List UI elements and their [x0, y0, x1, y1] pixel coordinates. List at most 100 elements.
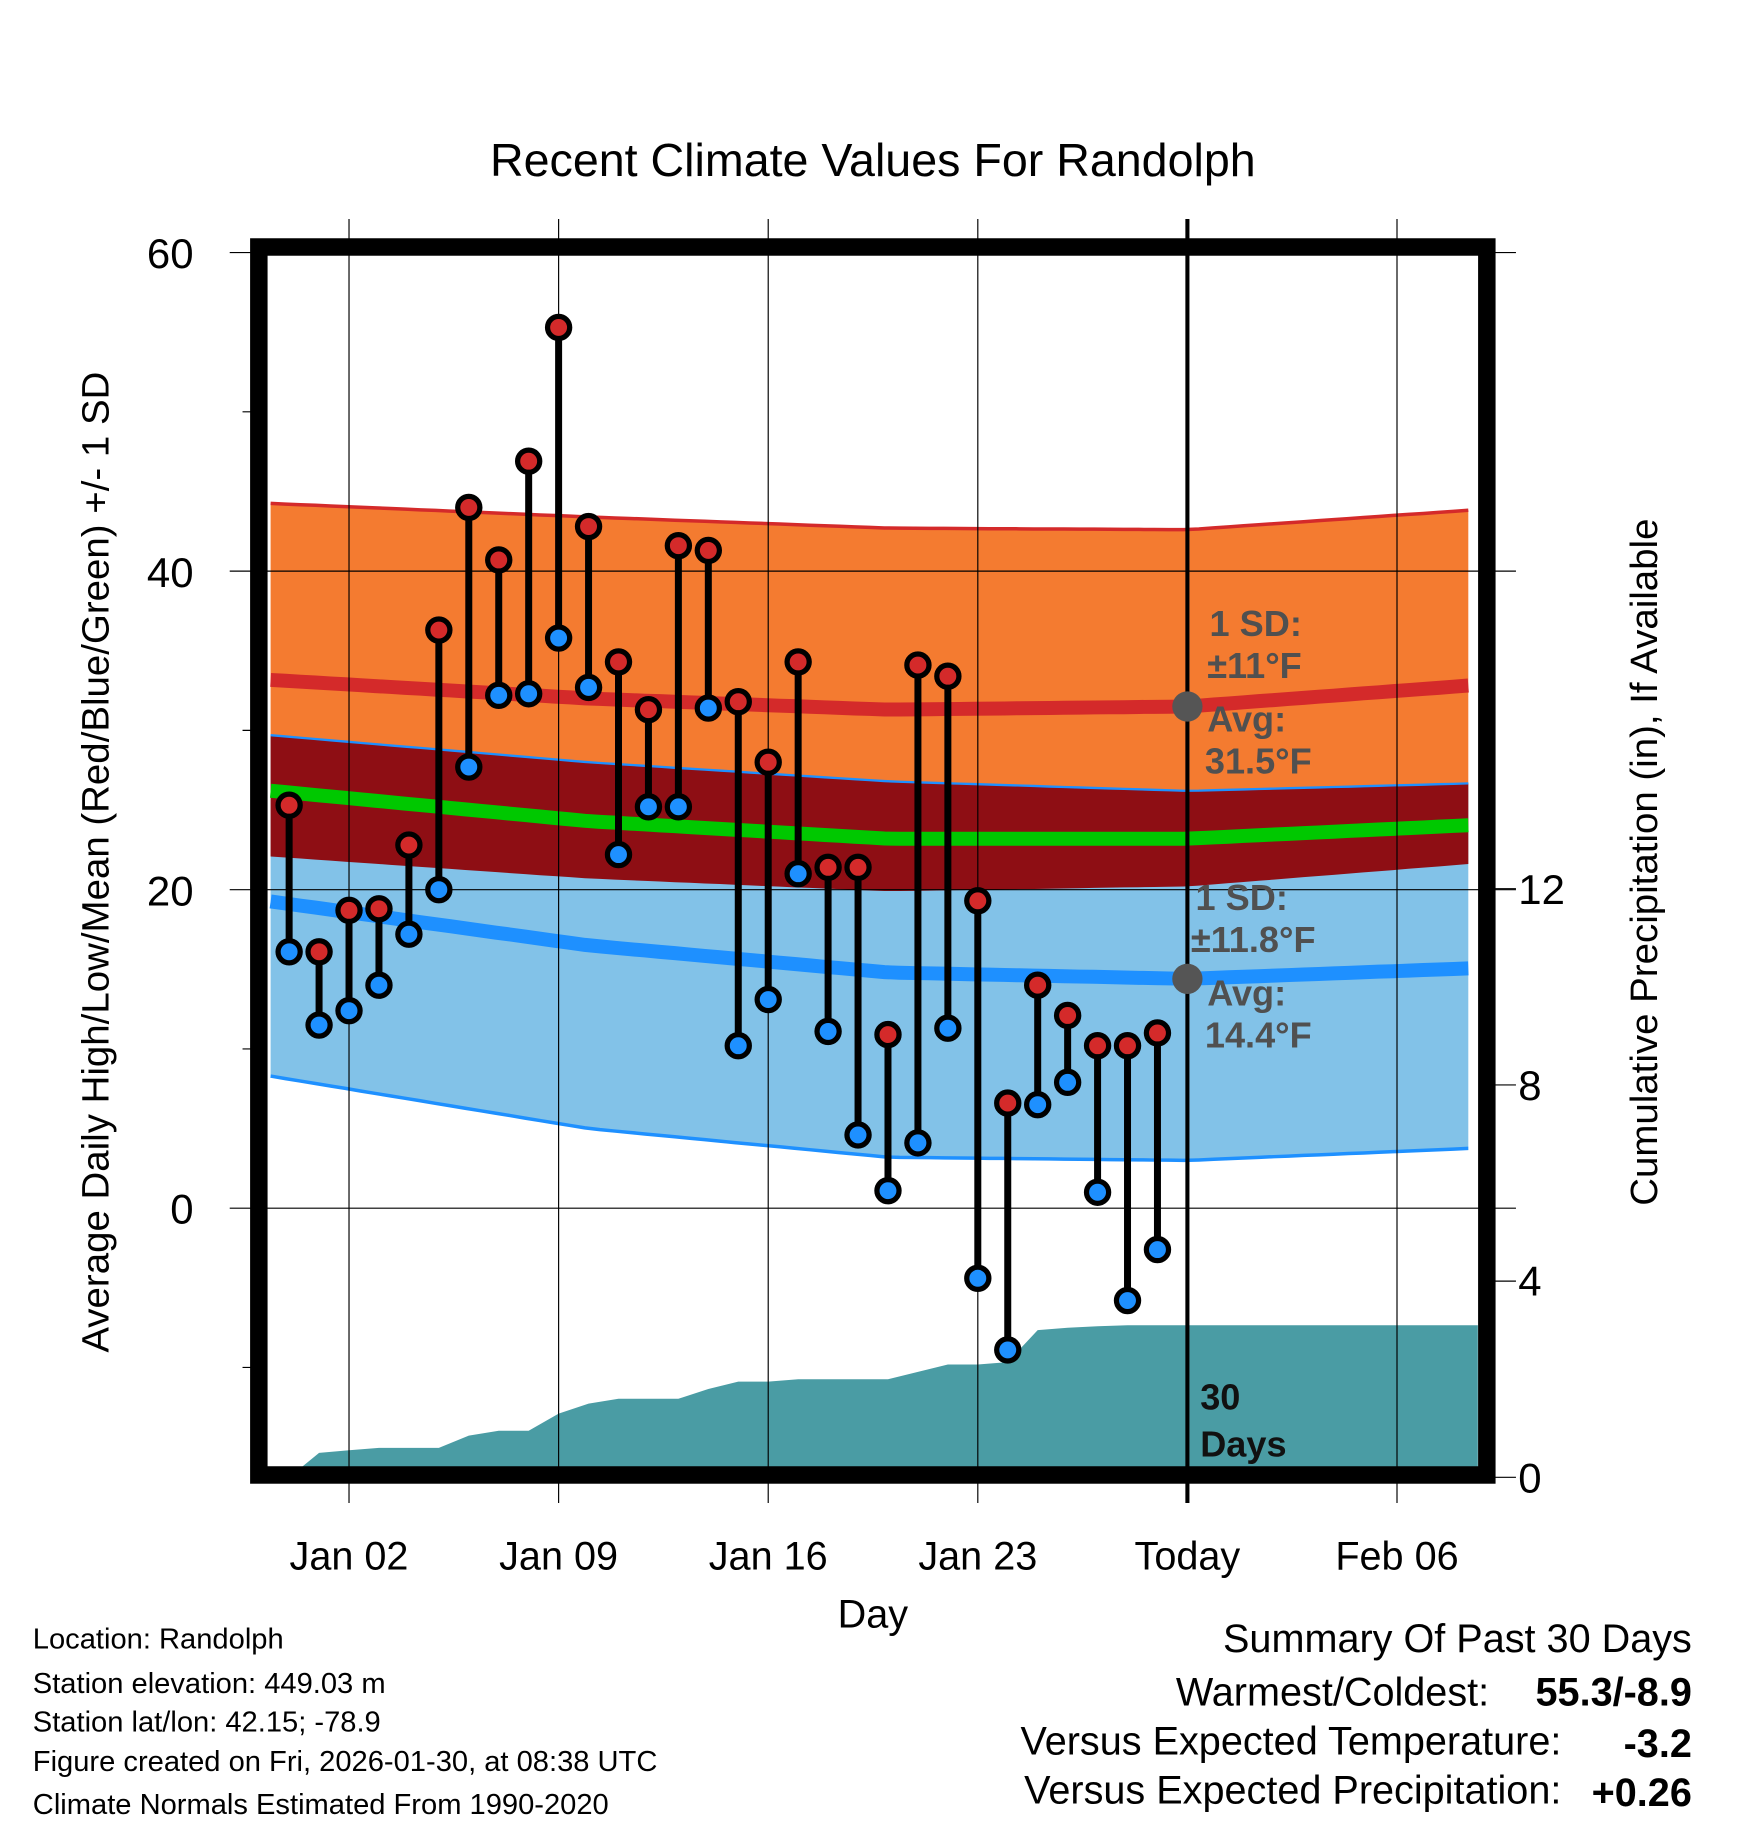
daily-high-point — [1053, 1001, 1082, 1030]
daily-high-point — [994, 1089, 1022, 1117]
daily-high-point — [335, 896, 363, 925]
daily-high-point — [634, 695, 663, 724]
days-word: Days — [1200, 1423, 1286, 1464]
daily-high-point — [544, 313, 573, 342]
chart-title: Recent Climate Values For Randolph — [490, 134, 1256, 186]
x-tick-label: Jan 23 — [918, 1534, 1037, 1578]
daily-low-point — [694, 694, 723, 722]
cumulative-precip-area — [289, 1325, 1478, 1478]
y2-tick-4: 4 — [1518, 1258, 1541, 1305]
daily-high-point — [455, 493, 483, 522]
x-axis-label: Day — [838, 1593, 909, 1637]
daily-low-point — [634, 793, 663, 821]
y-axis-label: Average Daily High/Low/Mean (Red/Blue/Gr… — [75, 372, 118, 1353]
elevation-text: Station elevation: 449.03 m — [33, 1668, 386, 1700]
daily-low-point — [904, 1129, 932, 1157]
daily-high-point — [1024, 971, 1052, 999]
daily-high-point — [814, 853, 842, 882]
plot-area: Jan 02 Jan 09 Jan 16 Jan 23 Today Feb 06 — [229, 219, 1516, 1578]
precip-vs-expected-value: +0.26 — [1592, 1771, 1692, 1815]
daily-high-point — [844, 853, 872, 882]
days-count: 30 — [1200, 1377, 1240, 1418]
low-sd-value: ±11.8°F — [1191, 919, 1316, 960]
daily-high-point — [305, 938, 333, 966]
daily-low-point — [425, 875, 453, 904]
warm-cold-value: 55.3/-8.9 — [1536, 1671, 1692, 1715]
high-sd-label: 1 SD: — [1210, 603, 1302, 644]
daily-low-point — [455, 753, 483, 781]
daily-low-point — [335, 997, 363, 1025]
daily-high-point — [1083, 1032, 1112, 1060]
daily-low-point — [275, 938, 303, 966]
plot-frame — [250, 238, 1496, 1484]
normals-text: Climate Normals Estimated From 1990-2020 — [33, 1789, 609, 1821]
daily-high-point — [724, 688, 752, 716]
y-tick-40: 40 — [147, 549, 194, 596]
daily-low-point — [1024, 1090, 1052, 1119]
daily-high-point — [784, 648, 812, 676]
daily-high-point — [934, 662, 962, 690]
daily-high-point — [574, 512, 603, 541]
daily-low-point — [964, 1264, 992, 1292]
y2-tick-0: 0 — [1518, 1454, 1541, 1501]
low-avg-value: 14.4°F — [1205, 1014, 1312, 1055]
low-lower-line — [270, 1074, 1469, 1163]
x-tick-label: Jan 09 — [499, 1534, 618, 1578]
high-sd-value: ±11°F — [1207, 645, 1302, 686]
daily-low-point — [604, 840, 633, 869]
y2-tick-8: 8 — [1518, 1062, 1541, 1109]
daily-high-point — [604, 648, 633, 676]
overlap-band — [270, 735, 1469, 892]
daily-low-point — [365, 971, 393, 999]
temp-vs-expected-value: -3.2 — [1624, 1722, 1692, 1766]
daily-high-point — [694, 536, 723, 565]
daily-high-point — [395, 831, 423, 859]
daily-high-point — [1143, 1019, 1172, 1047]
daily-low-point — [844, 1121, 872, 1149]
daily-low-point — [934, 1014, 962, 1042]
daily-high-point — [664, 531, 693, 560]
y-tick-0: 0 — [170, 1185, 193, 1232]
y2-axis-label: Cumulative Precipitation (in), If Availa… — [1623, 519, 1666, 1206]
daily-low-point — [485, 681, 513, 710]
low-avg-label: Avg: — [1207, 972, 1286, 1013]
daily-low-point — [664, 793, 693, 821]
daily-high-point — [1113, 1032, 1142, 1060]
daily-high-point — [754, 748, 782, 776]
today-high-avg-marker — [1172, 691, 1203, 722]
daily-low-point — [784, 860, 812, 888]
y-tick-20: 20 — [147, 867, 194, 914]
mean-normal-line — [269, 783, 1469, 846]
y-tick-60: 60 — [147, 230, 194, 277]
daily-high-point — [874, 1020, 902, 1049]
daily-low-point — [574, 673, 603, 702]
x-tick-label: Jan 16 — [709, 1534, 828, 1578]
normals-annotations: 1 SD: ±11°F Avg: 31.5°F 1 SD: ±11.8°F Av… — [1191, 603, 1316, 1464]
low-sd-label: 1 SD: — [1196, 877, 1288, 918]
daily-low-point — [1053, 1068, 1082, 1097]
precip-vs-expected-label: Versus Expected Precipitation: — [1024, 1769, 1561, 1813]
daily-low-point — [1143, 1235, 1172, 1264]
summary-panel: Summary Of Past 30 Days Warmest/Coldest:… — [1020, 1617, 1691, 1815]
daily-low-point — [1083, 1178, 1112, 1206]
daily-low-point — [724, 1032, 752, 1060]
daily-low-point — [544, 624, 573, 652]
daily-high-point — [365, 895, 393, 923]
location-text: Location: Randolph — [33, 1624, 284, 1656]
x-tick-label: Feb 06 — [1335, 1534, 1458, 1578]
today-low-avg-marker — [1172, 963, 1203, 994]
daily-low-point — [395, 920, 423, 948]
daily-high-point — [964, 887, 992, 915]
summary-title: Summary Of Past 30 Days — [1223, 1617, 1692, 1661]
daily-low-point — [305, 1011, 333, 1039]
warm-cold-label: Warmest/Coldest: — [1176, 1671, 1489, 1715]
daily-low-point — [994, 1336, 1022, 1364]
y2-tick-12: 12 — [1518, 866, 1565, 913]
station-info: Location: Randolph Station elevation: 44… — [33, 1624, 658, 1821]
created-text: Figure created on Fri, 2026-01-30, at 08… — [33, 1746, 658, 1778]
daily-low-point — [1113, 1286, 1142, 1315]
daily-high-point — [485, 546, 513, 574]
daily-high-point — [904, 651, 932, 679]
temp-vs-expected-label: Versus Expected Temperature: — [1020, 1720, 1561, 1764]
